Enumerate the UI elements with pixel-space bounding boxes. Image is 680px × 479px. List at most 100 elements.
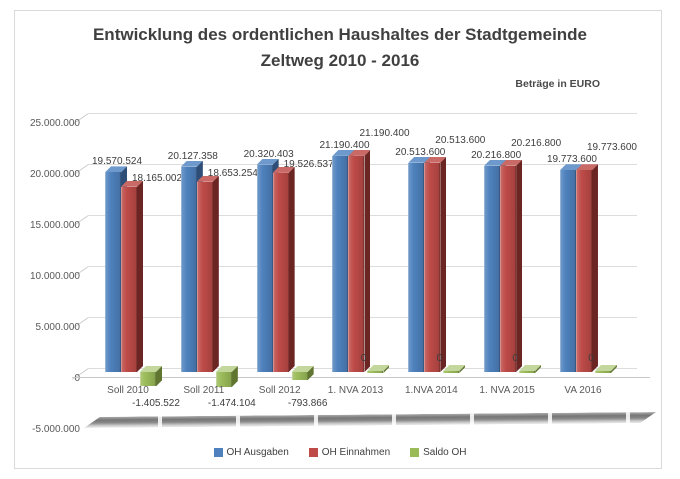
bar-oh-ausgaben — [180, 166, 197, 372]
bar-saldo-oh — [140, 372, 156, 387]
legend-label-oh-einnahmen: OH Einnahmen — [321, 447, 391, 458]
bar-oh-einnahmen-side — [591, 164, 598, 372]
legend-label-oh-ausgaben: OH Ausgaben — [226, 447, 289, 458]
y-axis-tick-label: 20.000.000 — [29, 169, 80, 180]
bar-oh-ausgaben-top — [105, 166, 127, 173]
x-axis-category-label: Soll 2012 — [258, 385, 301, 396]
legend-swatch-oh-ausgaben-icon — [213, 448, 223, 457]
data-label-saldo-oh: 0 — [588, 353, 594, 364]
x-axis-category-label: 1. NVA 2015 — [479, 385, 535, 396]
bar-saldo-oh-side — [231, 366, 238, 388]
bar-saldo-oh — [594, 371, 611, 373]
bar-oh-ausgaben — [559, 170, 576, 372]
bar-oh-einnahmen-side — [516, 159, 523, 372]
bar-saldo-oh-top — [367, 365, 390, 371]
bar-saldo-oh — [367, 371, 384, 373]
legend-item-oh-ausgaben: OH Ausgaben — [213, 447, 289, 458]
data-label-oh-ausgaben: 20.127.358 — [167, 150, 218, 162]
bar-oh-einnahmen-top — [196, 175, 219, 182]
bar-oh-einnahmen-top — [121, 180, 143, 187]
y-axis-tick-label: -5.000.000 — [32, 424, 80, 435]
bar-saldo-oh — [291, 372, 308, 381]
data-label-oh-einnahmen: 19.526.537 — [283, 158, 334, 170]
data-label-oh-einnahmen: 18.165.002 — [131, 172, 183, 184]
data-label-saldo-oh: -1.405.522 — [132, 398, 180, 409]
data-label-oh-einnahmen: 20.513.600 — [435, 134, 486, 146]
legend-item-oh-einnahmen: OH Einnahmen — [308, 447, 391, 458]
chart-title: Entwicklung des ordentlichen Haushaltes … — [0, 22, 680, 74]
bar-saldo-oh-top — [594, 365, 617, 371]
data-label-saldo-oh: 0 — [436, 353, 443, 364]
bar-oh-ausgaben-top — [180, 160, 203, 167]
bar-oh-einnahmen-top — [272, 166, 295, 173]
bar-oh-ausgaben — [105, 172, 121, 372]
bar-saldo-oh-top — [215, 366, 238, 372]
bar-oh-einnahmen — [424, 162, 441, 372]
bar-oh-ausgaben-top — [559, 164, 582, 171]
data-label-oh-einnahmen: 19.773.600 — [586, 142, 637, 154]
bar-oh-einnahmen — [348, 155, 365, 372]
bar-oh-ausgaben — [408, 162, 425, 372]
bar-oh-ausgaben — [332, 155, 349, 372]
data-label-saldo-oh: 0 — [360, 353, 367, 364]
bar-oh-einnahmen-top — [348, 149, 371, 156]
x-axis-category-label: 1.NVA 2014 — [404, 385, 458, 396]
bar-saldo-oh-top — [140, 366, 162, 372]
x-axis-category-label: VA 2016 — [564, 385, 602, 396]
data-label-saldo-oh: -793.866 — [287, 398, 328, 409]
bar-oh-einnahmen-side — [364, 149, 371, 372]
data-label-oh-einnahmen: 20.216.800 — [511, 137, 562, 149]
bar-saldo-oh-side — [459, 365, 466, 373]
data-label-oh-ausgaben: 19.773.600 — [546, 154, 597, 166]
data-label-saldo-oh: -1.474.104 — [207, 398, 256, 409]
gridline — [88, 113, 637, 114]
bar-oh-ausgaben-top — [408, 156, 431, 163]
legend-label-saldo-oh: Saldo OH — [423, 447, 467, 458]
bar-oh-ausgaben-top — [256, 158, 279, 165]
bar-oh-einnahmen-side — [288, 166, 295, 372]
data-label-oh-ausgaben: 20.216.800 — [471, 149, 522, 161]
data-label-oh-einnahmen: 21.190.400 — [359, 127, 410, 139]
bar-saldo-oh-side — [535, 365, 542, 373]
bar-oh-einnahmen-side — [212, 175, 219, 372]
bar-oh-ausgaben-top — [332, 149, 355, 156]
bar-saldo-oh — [519, 371, 536, 373]
bar-oh-einnahmen — [500, 165, 517, 372]
bar-oh-einnahmen-top — [424, 156, 447, 163]
bar-oh-einnahmen — [575, 170, 592, 372]
y-axis-tick-label: 15.000.000 — [29, 220, 80, 231]
bar-oh-ausgaben — [484, 165, 501, 372]
y-axis-tick-label: 5.000.000 — [35, 322, 81, 333]
data-label-oh-einnahmen: 18.653.254 — [207, 167, 258, 179]
bar-oh-einnahmen-top — [575, 164, 598, 171]
legend-swatch-saldo-oh-icon — [410, 448, 420, 457]
bar-saldo-oh-top — [519, 365, 542, 371]
chart-floor-3d — [84, 412, 656, 428]
x-axis-category-label: Soll 2011 — [183, 385, 225, 396]
y-axis-tick-label: 10.000.000 — [29, 271, 80, 282]
x-axis-category-label: Soll 2010 — [107, 385, 149, 396]
y-axis-tick-label: 25.000.000 — [29, 118, 80, 129]
bar-oh-einnahmen-side — [440, 156, 447, 372]
data-label-oh-ausgaben: 20.513.600 — [395, 146, 446, 158]
bar-oh-einnahmen — [121, 186, 137, 372]
chart-title-line2: Zeltweg 2010 - 2016 — [260, 51, 420, 70]
chart-title-line1: Entwicklung des ordentlichen Haushaltes … — [92, 25, 588, 44]
data-label-saldo-oh: 0 — [512, 353, 518, 364]
data-label-oh-ausgaben: 20.320.403 — [243, 148, 294, 160]
axis-unit-label: Beträge in EURO — [515, 78, 600, 90]
bar-oh-ausgaben-top — [484, 159, 507, 166]
bar-saldo-oh-side — [610, 365, 617, 373]
axis-front-line — [72, 377, 650, 378]
bar-oh-einnahmen-top — [500, 159, 523, 166]
bar-saldo-oh — [443, 371, 460, 373]
bar-oh-ausgaben — [256, 164, 273, 372]
legend-item-saldo-oh: Saldo OH — [410, 447, 467, 458]
bar-saldo-oh-top — [443, 365, 466, 371]
bar-oh-einnahmen-side — [137, 180, 143, 372]
y-axis-tick-label: 0 — [74, 373, 80, 384]
bar-saldo-oh-top — [291, 366, 314, 372]
bar-saldo-oh-side — [307, 366, 314, 381]
